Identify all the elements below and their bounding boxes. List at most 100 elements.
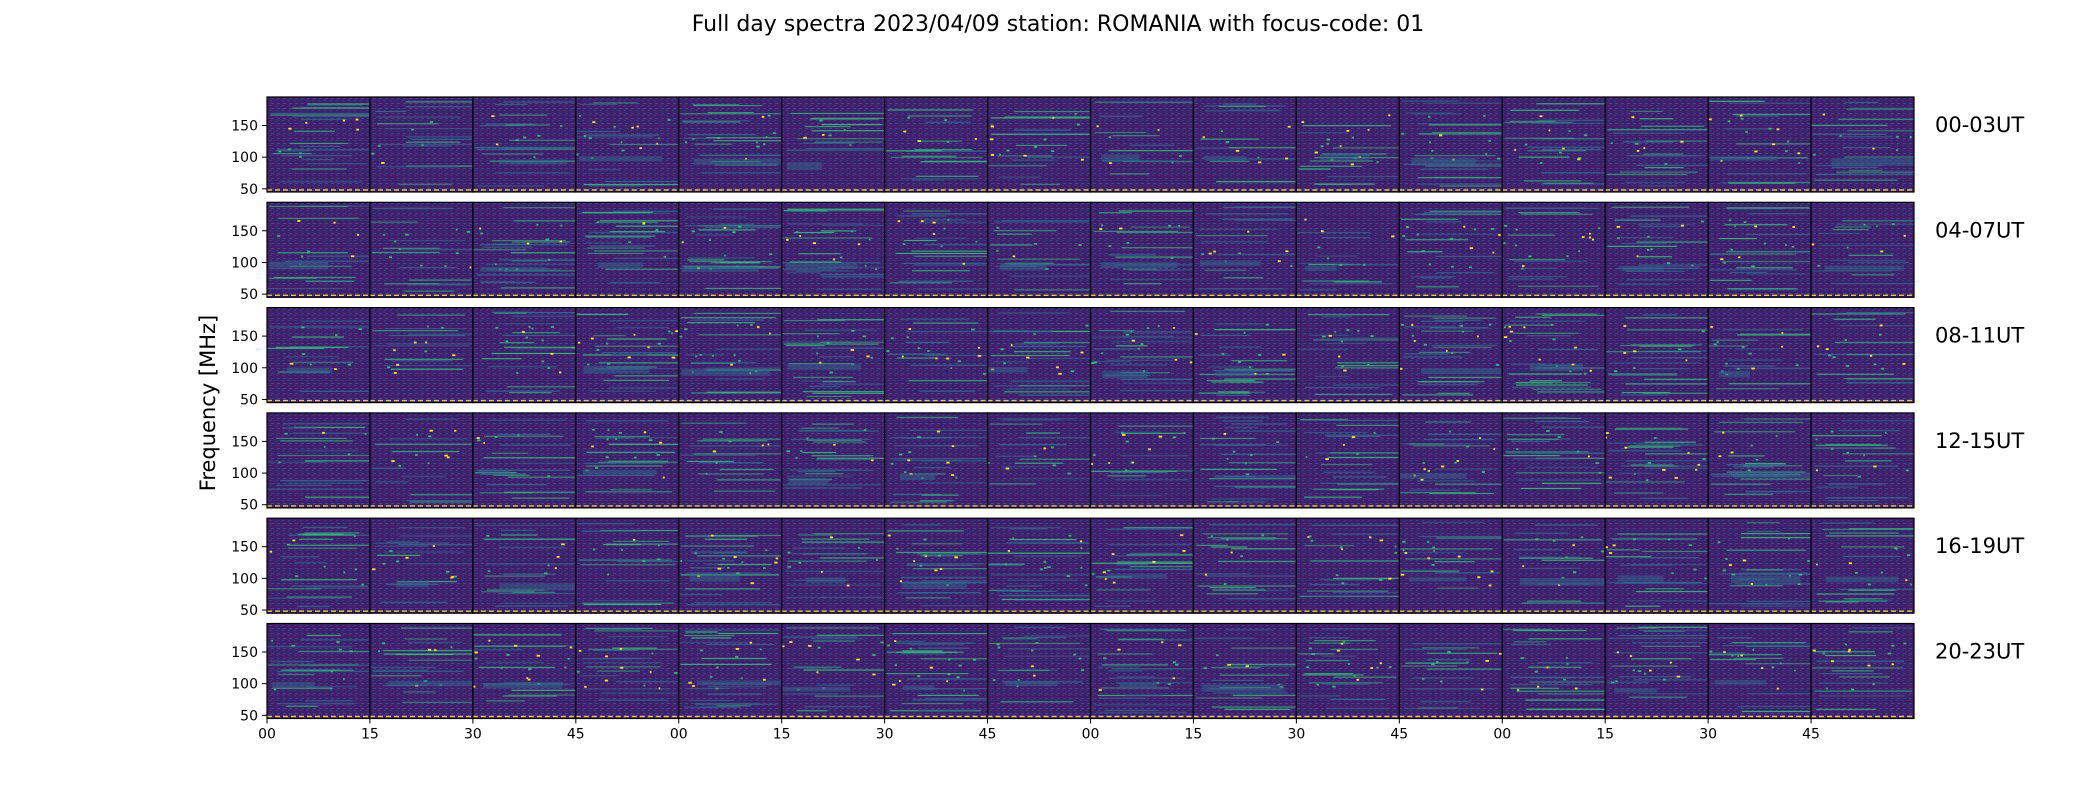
interference-line (1231, 423, 1287, 425)
interference-line (1829, 532, 1899, 534)
interference-line (699, 462, 764, 464)
interference-line (1215, 416, 1269, 418)
interference-line (785, 596, 827, 599)
interference-line (1521, 487, 1582, 490)
interference-line (912, 270, 971, 272)
signal-dot (421, 144, 424, 147)
interference-line (898, 280, 973, 282)
interference-line (399, 527, 465, 529)
signal-dot (1421, 250, 1425, 253)
signal-dot (643, 684, 646, 687)
interference-line (1536, 416, 1568, 419)
signal-dot (277, 235, 281, 237)
signal-dot (1813, 153, 1816, 156)
interference-line (1400, 548, 1493, 550)
interference-line (1407, 251, 1443, 253)
interference-line (585, 688, 671, 690)
signal-dot (1894, 547, 1897, 550)
spectrum-panel (266, 96, 371, 193)
spectrum-panel (266, 201, 371, 298)
interference-line (480, 281, 515, 283)
interference-line (1840, 325, 1914, 327)
interference-line (1506, 434, 1565, 436)
interference-line (1120, 432, 1186, 434)
interference-line (1298, 131, 1347, 134)
spectrum-panel (1295, 201, 1400, 298)
interference-line (687, 687, 730, 690)
signal-dot (1546, 430, 1550, 432)
signal-dot (1339, 264, 1343, 266)
signal-dot (1121, 433, 1126, 436)
signal-dot (1872, 147, 1875, 150)
interference-line (1541, 426, 1606, 428)
interference-line (1617, 533, 1709, 535)
y-tick-label: 50 (240, 392, 258, 408)
signal-dot (495, 143, 499, 146)
interference-line (1811, 435, 1882, 437)
interference-line (1231, 360, 1288, 362)
signal-dot (396, 363, 400, 366)
signal-dot (1771, 666, 1775, 669)
spectrum-panel (1089, 201, 1195, 298)
interference-line (593, 335, 626, 337)
spectrum-panel (1810, 96, 1915, 193)
interference-line (1747, 530, 1781, 533)
signal-dot (1356, 453, 1359, 455)
signal-dot (1043, 138, 1047, 141)
signal-dot (769, 253, 773, 256)
interference-line (298, 538, 334, 540)
panel-frame (1810, 622, 1915, 720)
signal-dot (803, 136, 807, 139)
signal-dot (1314, 151, 1318, 154)
signal-dot (1325, 458, 1329, 460)
interference-line (1113, 431, 1162, 433)
interference-line (812, 392, 885, 394)
interference-line (1003, 419, 1061, 421)
interference-line (291, 168, 347, 170)
signal-dot (798, 561, 802, 564)
interference-line (892, 633, 988, 635)
interference-line (1644, 378, 1709, 380)
interference-line (1837, 312, 1895, 314)
signal-dot (1445, 349, 1448, 352)
signal-dot (642, 223, 646, 225)
interference-line (1318, 183, 1351, 185)
interference-line (1015, 599, 1089, 601)
signal-dot (483, 442, 485, 444)
signal-dot (1503, 336, 1508, 339)
signal-dot (1353, 675, 1356, 678)
interference-line (998, 176, 1041, 178)
interference-line (1838, 429, 1900, 432)
signal-dot (1342, 641, 1345, 644)
signal-dot (750, 582, 755, 585)
signal-dot (902, 243, 906, 246)
signal-dot (1370, 335, 1374, 337)
panel-background (575, 412, 679, 508)
signal-dot (394, 240, 397, 243)
panel-background (575, 518, 679, 614)
interference-line (812, 638, 863, 640)
interference-line (513, 462, 576, 464)
signal-dot (1367, 363, 1370, 366)
interference-line (987, 165, 1048, 167)
interference-line (691, 362, 757, 364)
interference-line (1110, 278, 1194, 281)
interference-line (1740, 532, 1812, 535)
interference-line (716, 479, 782, 481)
signal-dot (833, 443, 836, 446)
interference-line (1201, 241, 1268, 243)
signal-dot (951, 474, 955, 476)
signal-dot (454, 429, 457, 432)
signal-dot (1781, 345, 1783, 348)
signal-dot (495, 326, 499, 329)
fm-band (1714, 680, 1767, 685)
interference-line (805, 329, 877, 331)
interference-line (1434, 572, 1500, 574)
signal-dot (605, 456, 609, 459)
y-tick-label: 50 (240, 182, 258, 198)
interference-line (702, 438, 782, 440)
signal-dot (649, 671, 652, 673)
interference-line (592, 212, 671, 214)
fm-band (1831, 158, 1914, 166)
signal-dot (781, 645, 785, 648)
